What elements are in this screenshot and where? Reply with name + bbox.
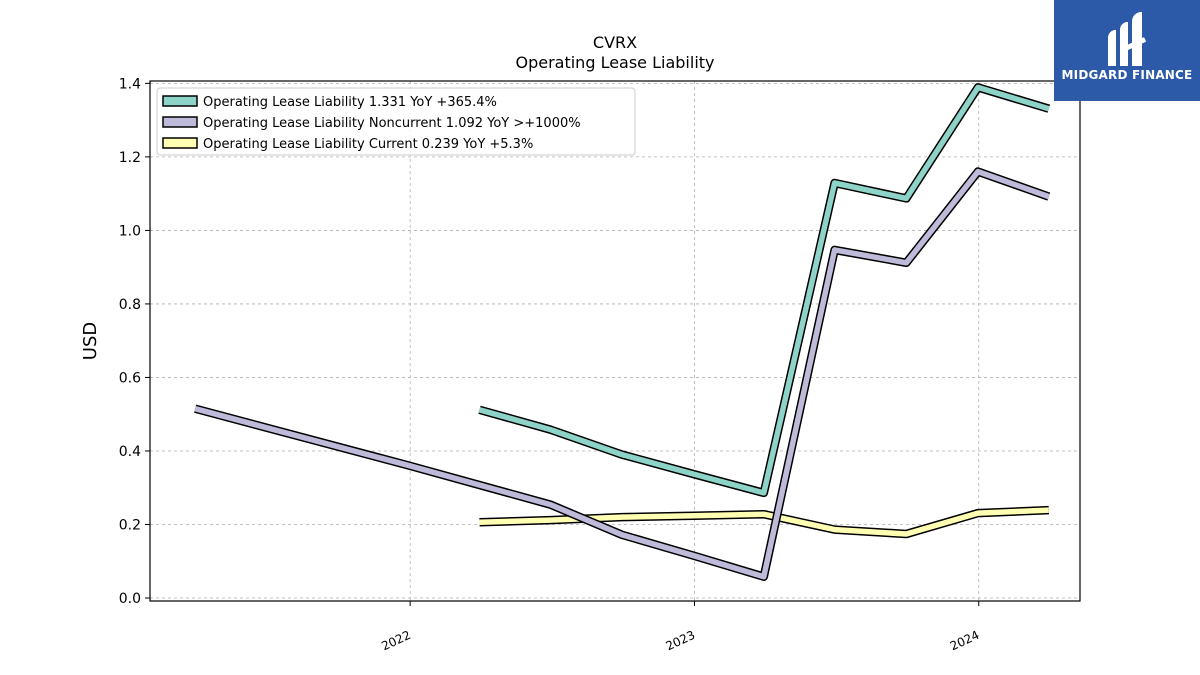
x-tick-label: 2023: [664, 628, 698, 654]
logo-icon: [1108, 12, 1147, 66]
legend-swatch: [162, 95, 198, 107]
brand-logo: MIDGARD FINANCE: [1054, 0, 1200, 101]
series-layer: [194, 83, 1051, 581]
y-tick-label: 0.0: [119, 591, 141, 607]
y-tick-label: 0.8: [119, 297, 141, 313]
chart-title: CVRX: [593, 33, 637, 52]
y-tick-label: 0.2: [119, 517, 141, 533]
logo-text: MIDGARD FINANCE: [1061, 68, 1193, 82]
y-tick-label: 0.4: [119, 444, 141, 460]
y-tick-label: 1.0: [119, 223, 141, 239]
legend: Operating Lease Liability 1.331 YoY +365…: [156, 87, 636, 156]
legend-label: Operating Lease Liability Noncurrent 1.0…: [203, 116, 581, 131]
series-line: [194, 168, 1050, 580]
series-line: [478, 84, 1050, 496]
legend-swatch: [162, 137, 198, 149]
y-tick-label: 1.2: [119, 150, 141, 166]
ticks: 0.0 0.2 0.4 0.6 0.8 1.0 1.2 1.4 2022 2023 2024: [119, 76, 982, 653]
y-axis-label: USD: [80, 322, 101, 360]
legend-box: [156, 87, 636, 156]
chart-subtitle: Operating Lease Liability: [515, 53, 714, 72]
legend-label: Operating Lease Liability 1.331 YoY +365…: [203, 95, 497, 110]
x-tick-label: 2022: [379, 628, 413, 654]
plot-frame: [149, 80, 1081, 602]
y-tick-label: 1.4: [119, 76, 141, 92]
legend-label: Operating Lease Liability Current 0.239 …: [203, 137, 533, 152]
x-tick-label: 2024: [948, 628, 982, 654]
legend-swatch: [162, 116, 198, 128]
y-tick-label: 0.6: [119, 370, 141, 386]
